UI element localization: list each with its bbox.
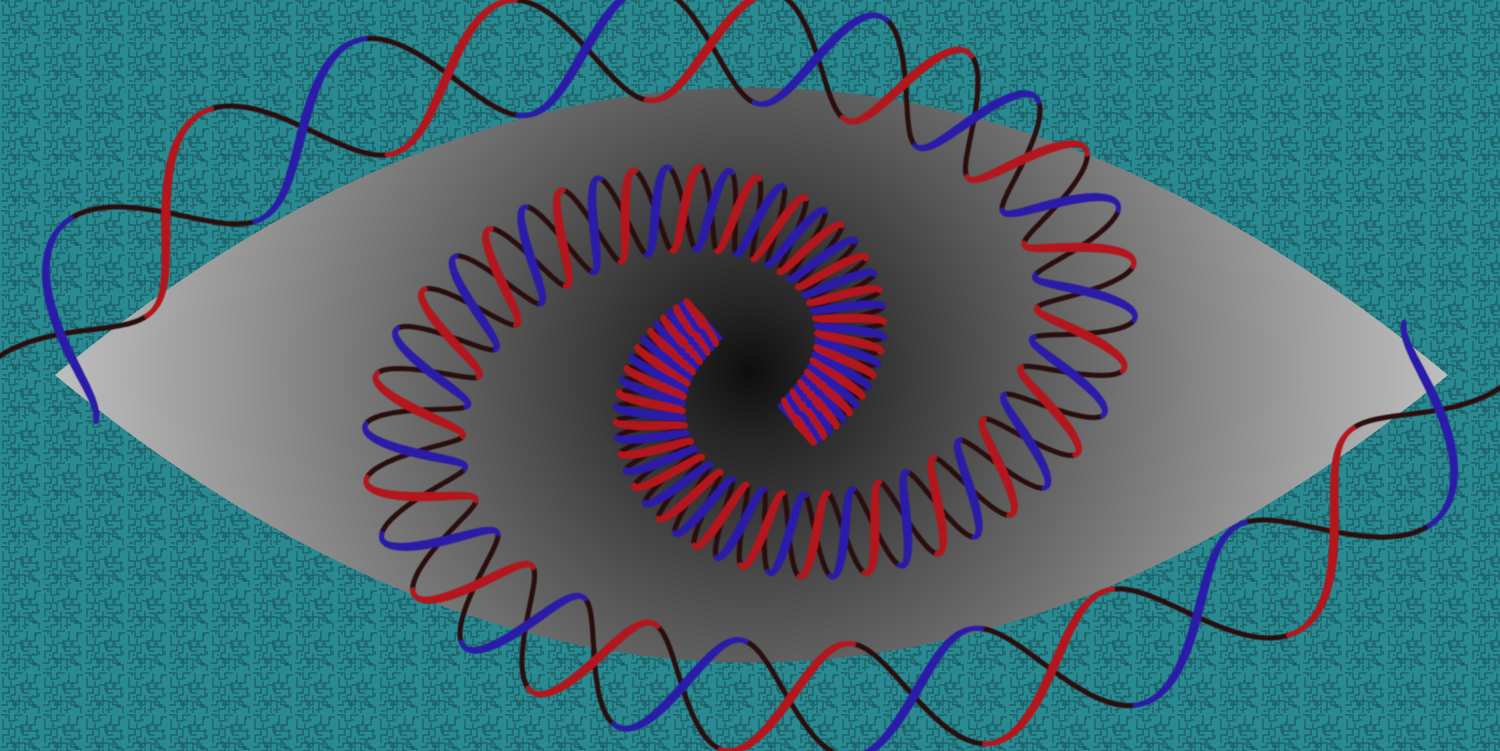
- helix-strand-red: [678, 200, 690, 219]
- helix-strand-blue: [696, 502, 711, 518]
- helix-strand-blue: [649, 368, 667, 382]
- helix-strand-blue: [647, 388, 665, 401]
- helix-strand-red: [440, 328, 455, 344]
- helix-strand-blue: [843, 300, 861, 311]
- helix-strand-blue: [706, 197, 718, 215]
- helix-strand-red: [822, 385, 838, 401]
- helix-strand-red: [694, 314, 708, 330]
- helix-strand-red: [819, 265, 836, 279]
- helix-strand-blue: [839, 521, 850, 540]
- helix-strand-blue: [579, 41, 592, 58]
- helix-strand-red: [716, 507, 731, 524]
- helix-strand-red: [1015, 153, 1032, 166]
- helix-strand-red: [641, 398, 659, 409]
- helix-strand-blue: [653, 455, 671, 468]
- helix-strand-red: [730, 202, 743, 220]
- helix-strand-blue: [814, 249, 831, 264]
- helix-strand-red: [769, 220, 784, 237]
- helix-strand-red: [1072, 326, 1089, 339]
- helix-strand-red: [682, 491, 698, 506]
- helix-strand-blue: [1053, 196, 1070, 208]
- helix-strand-blue: [835, 343, 853, 356]
- helix-strand-red: [802, 238, 818, 253]
- helix-strand-blue: [588, 215, 599, 234]
- helix-strand-blue: [467, 299, 481, 316]
- helix-strand-blue: [833, 362, 851, 376]
- helix-strand-blue: [55, 329, 67, 344]
- helix-strand-red: [683, 320, 697, 337]
- helix-strand-blue: [829, 276, 847, 289]
- helix-strand-red: [932, 495, 944, 513]
- helix-strand-red: [810, 525, 822, 544]
- helix-strand-red: [896, 77, 912, 92]
- helix-strand-blue: [782, 529, 794, 547]
- helix-strand-blue: [1019, 428, 1033, 445]
- helix-strand-red: [662, 343, 678, 359]
- helix-strand-red: [803, 407, 817, 424]
- helix-strand-blue: [808, 52, 823, 68]
- helix-strand-red: [664, 465, 681, 479]
- helix-strand-red: [650, 443, 668, 455]
- helix-strand-red: [588, 652, 604, 667]
- helix-strand-blue: [421, 364, 437, 378]
- helix-strand-blue: [804, 399, 819, 415]
- helix-strand-red: [992, 454, 1005, 471]
- helix-strand-red: [792, 414, 806, 430]
- helix-strand-red: [673, 332, 689, 348]
- helix-strand-red: [1046, 661, 1059, 678]
- helix-strand-blue: [901, 510, 912, 529]
- helix-strand-red: [811, 396, 827, 412]
- helix-strand-blue: [643, 409, 661, 420]
- helix-strand-blue: [406, 447, 424, 459]
- helix-strand-red: [757, 524, 770, 542]
- helix-strand-blue: [797, 411, 811, 427]
- helix-strand-blue: [524, 247, 536, 265]
- helix-strand-blue: [964, 479, 976, 497]
- helix-strand-blue: [430, 536, 447, 548]
- helix-strand-red: [783, 690, 797, 706]
- helix-strand-red: [703, 38, 717, 54]
- helix-strand-red: [0, 352, 4, 360]
- helix-strand-blue: [826, 378, 842, 392]
- helix-strand-blue: [681, 329, 696, 345]
- helix-strand-red: [841, 335, 859, 346]
- helix-strand-blue: [789, 226, 804, 242]
- helix-strand-blue: [650, 204, 661, 223]
- helix-strand-blue: [967, 110, 984, 124]
- helix-strand-red: [441, 66, 454, 83]
- helix-strand-red: [1496, 384, 1500, 392]
- helix-strand-blue: [639, 433, 657, 444]
- helix-strand-red: [1045, 400, 1060, 416]
- helix-strand-blue: [1191, 607, 1203, 624]
- helix-strand-blue: [1063, 366, 1079, 380]
- helix-strand-blue: [671, 341, 686, 356]
- helix-strand-red: [829, 370, 846, 384]
- helix-strand-blue: [669, 480, 686, 495]
- helix-strand-blue: [908, 686, 921, 703]
- helix-strand-blue: [752, 207, 766, 225]
- helix-strand-red: [838, 354, 856, 368]
- helix-strand-red: [495, 273, 508, 290]
- helix-strand-blue: [1433, 400, 1445, 415]
- helix-strand-red: [556, 231, 568, 249]
- helix-strand-blue: [1076, 285, 1094, 297]
- helix-strand-red: [644, 376, 662, 390]
- helix-strand-blue: [734, 519, 748, 537]
- helix-strand-blue: [677, 676, 692, 692]
- helix-strand-red: [468, 578, 485, 591]
- helix-strand-red: [832, 289, 850, 301]
- helix-strand-blue: [658, 352, 674, 366]
- helix-strand-blue: [689, 317, 703, 333]
- helix-strand-blue: [516, 620, 533, 634]
- helix-strand-blue: [839, 324, 857, 335]
- helix-strand-red: [411, 405, 428, 418]
- helix-strand-blue: [814, 388, 829, 403]
- helix-strand-blue: [297, 120, 309, 137]
- helix-strand-red: [654, 360, 671, 374]
